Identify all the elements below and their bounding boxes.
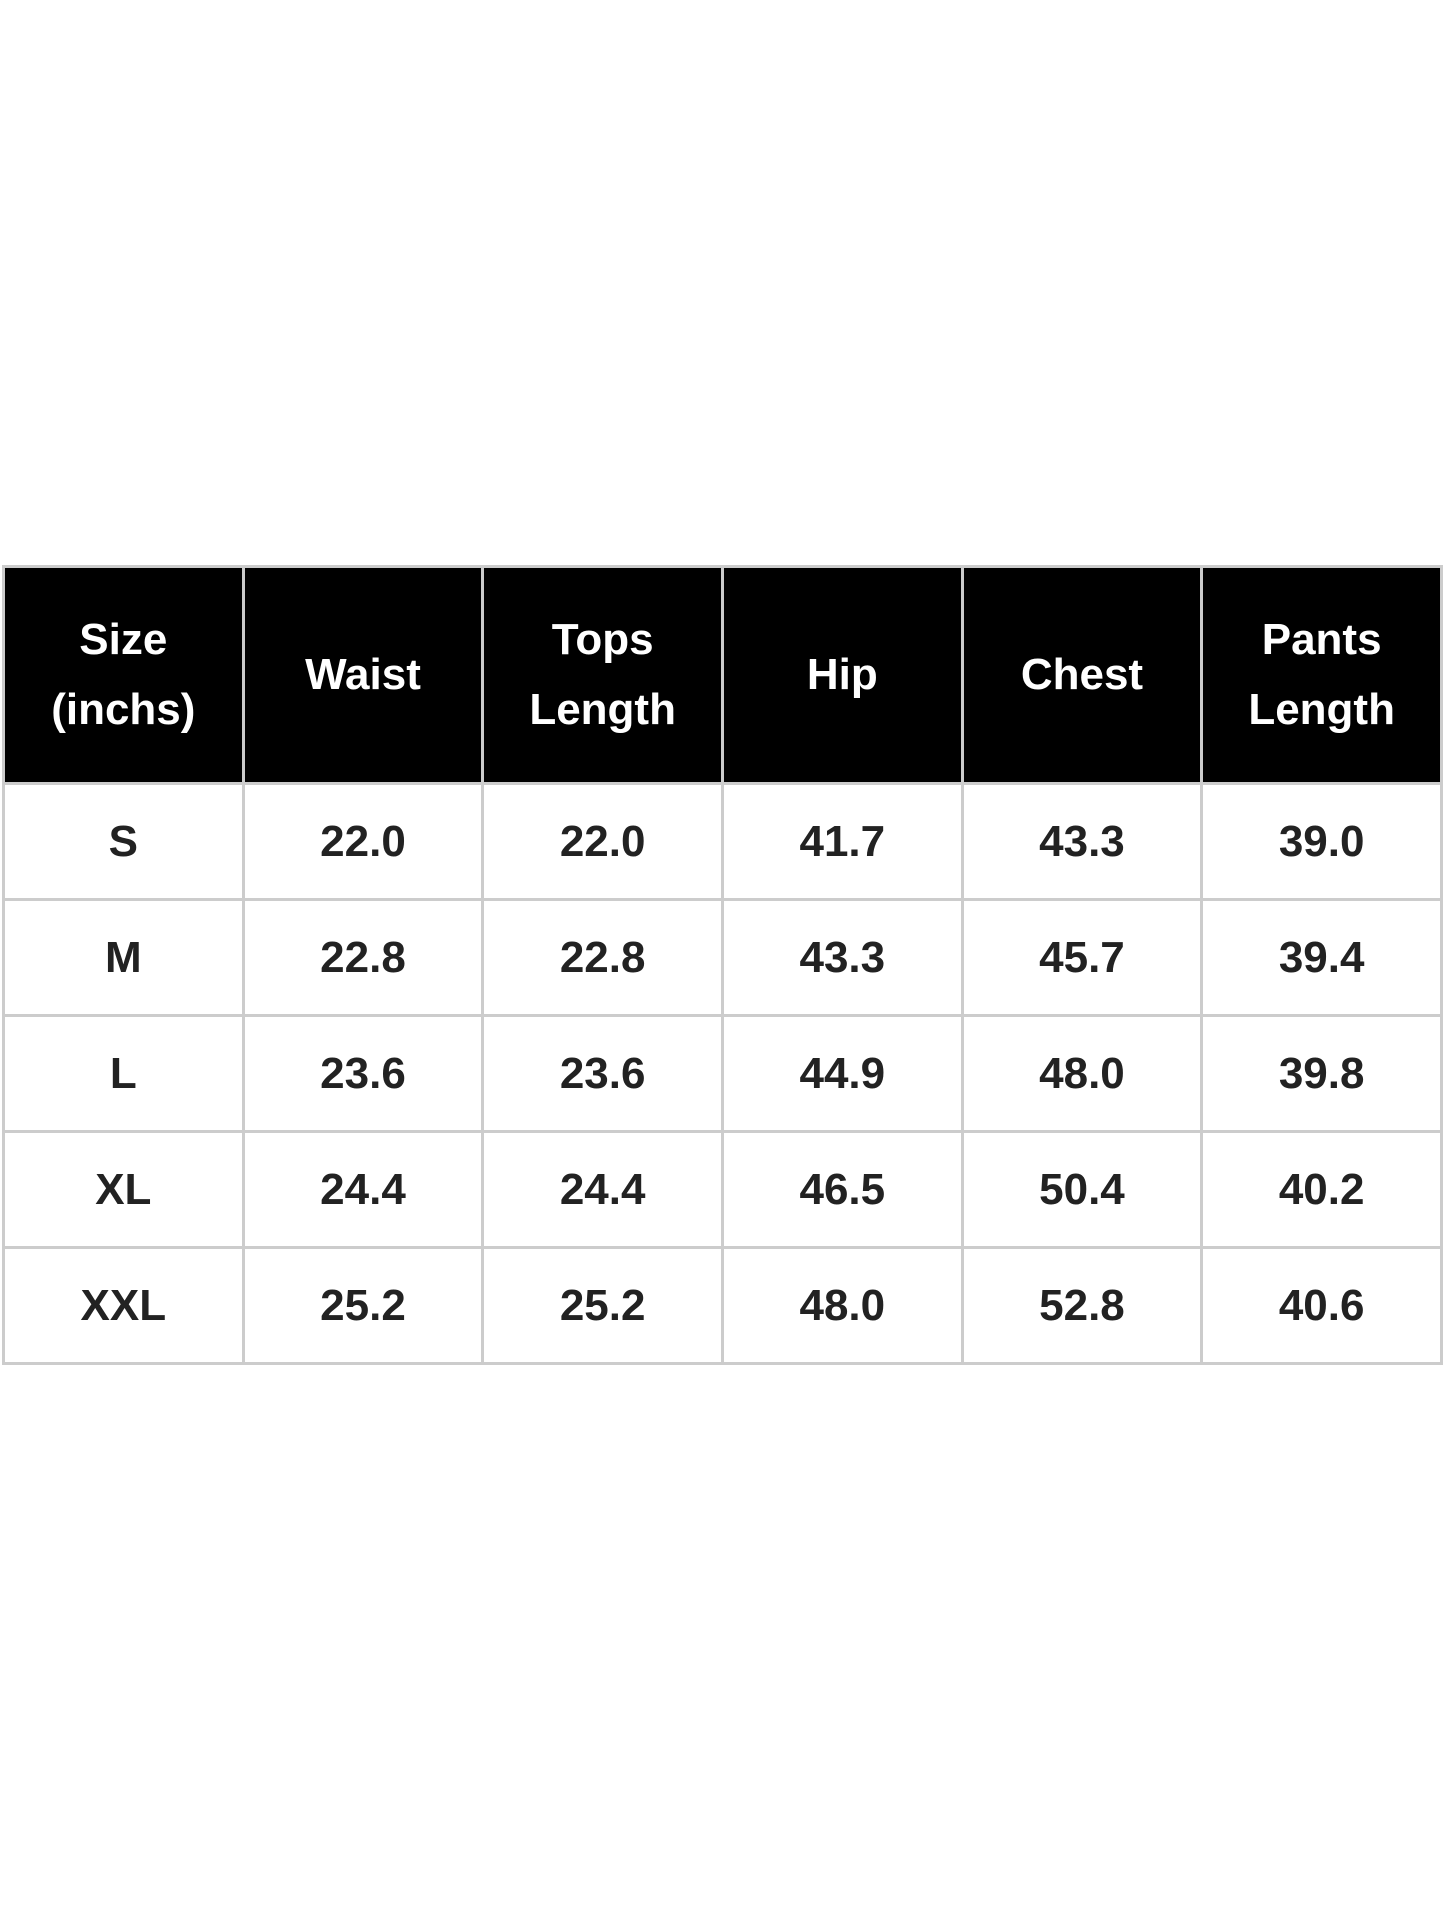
size-cell: S [2, 782, 245, 901]
column-header-line: Tops [551, 615, 654, 664]
column-header: Waist [241, 565, 485, 785]
table-row: XL 24.4 24.4 46.5 50.4 40.2 [2, 1130, 1443, 1249]
measurement-cell: 44.9 [720, 1014, 964, 1133]
measurement-cell: 39.4 [1200, 898, 1443, 1017]
column-header: Pants Length [1200, 565, 1443, 785]
measurement-cell: 22.0 [241, 782, 485, 901]
table-row: M 22.8 22.8 43.3 45.7 39.4 [2, 898, 1443, 1017]
measurement-cell: 22.8 [481, 898, 724, 1017]
column-header-line: Length [1248, 685, 1395, 734]
measurement-cell: 45.7 [960, 898, 1204, 1017]
measurement-cell: 41.7 [720, 782, 964, 901]
column-header: Size (inchs) [2, 565, 245, 785]
size-chart-table: Size (inchs) Waist Tops Length Hip Chest Pants L… [2, 565, 1443, 1365]
measurement-cell: 25.2 [481, 1246, 724, 1365]
measurement-cell: 25.2 [241, 1246, 485, 1365]
column-header: Hip [720, 565, 964, 785]
column-header-line: Chest [1020, 650, 1144, 699]
size-cell: L [2, 1014, 245, 1133]
measurement-cell: 22.8 [241, 898, 485, 1017]
measurement-cell: 23.6 [241, 1014, 485, 1133]
measurement-cell: 43.3 [720, 898, 964, 1017]
measurement-cell: 40.6 [1200, 1246, 1443, 1365]
column-header-line: Waist [305, 650, 421, 699]
column-header: Tops Length [481, 565, 724, 785]
column-header-line: Hip [806, 650, 878, 699]
measurement-cell: 50.4 [960, 1130, 1204, 1249]
table-row: XXL 25.2 25.2 48.0 52.8 40.6 [2, 1246, 1443, 1365]
column-header-line: (inchs) [51, 685, 196, 734]
column-header-line: Size [79, 615, 168, 664]
measurement-cell: 39.0 [1200, 782, 1443, 901]
measurement-cell: 24.4 [241, 1130, 485, 1249]
table-row: S 22.0 22.0 41.7 43.3 39.0 [2, 782, 1443, 901]
measurement-cell: 46.5 [720, 1130, 964, 1249]
measurement-cell: 39.8 [1200, 1014, 1443, 1133]
measurement-cell: 48.0 [720, 1246, 964, 1365]
size-cell: XL [2, 1130, 245, 1249]
measurement-cell: 48.0 [960, 1014, 1204, 1133]
measurement-cell: 22.0 [481, 782, 724, 901]
table-row: L 23.6 23.6 44.9 48.0 39.8 [2, 1014, 1443, 1133]
size-cell: M [2, 898, 245, 1017]
measurement-cell: 24.4 [481, 1130, 724, 1249]
size-cell: XXL [2, 1246, 245, 1365]
measurement-cell: 52.8 [960, 1246, 1204, 1365]
measurement-cell: 43.3 [960, 782, 1204, 901]
column-header-line: Pants [1261, 615, 1382, 664]
measurement-cell: 23.6 [481, 1014, 724, 1133]
measurement-cell: 40.2 [1200, 1130, 1443, 1249]
column-header-line: Length [529, 685, 676, 734]
header-row: Size (inchs) Waist Tops Length Hip Chest Pants L… [2, 565, 1443, 785]
column-header: Chest [960, 565, 1204, 785]
